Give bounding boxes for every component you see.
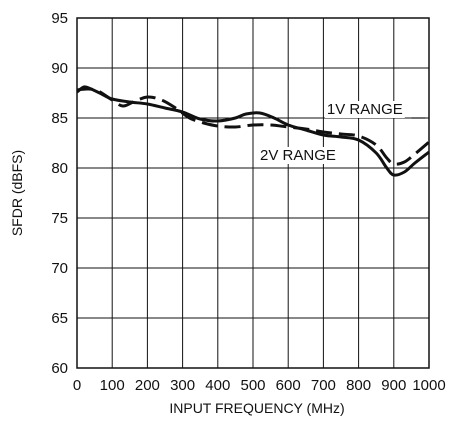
plot-frame [76,17,430,369]
series-line-1v-range [76,87,430,166]
x-tick-label: 200 [135,377,160,394]
label-1v-range: 1V RANGE [327,101,403,118]
x-tick-label: 700 [311,377,336,394]
y-tick-label: 85 [51,110,68,127]
x-tick-label: 100 [100,377,125,394]
x-tick-label: 500 [240,377,265,394]
x-tick-label: 0 [73,377,81,394]
y-tick-label: 65 [51,310,68,327]
y-tick-labels: 60 65 70 75 80 85 90 95 [51,10,68,377]
label-2v-range: 2V RANGE [260,147,336,164]
x-tick-labels: 0 100 200 300 400 500 600 700 800 900 1000 [73,377,446,394]
label-background [324,101,405,118]
y-tick-label: 75 [51,210,68,227]
series-annotations: 1V RANGE 2V RANGE [258,101,426,164]
x-tick-label: 1000 [412,377,445,394]
label-background [258,147,338,164]
x-tick-label: 800 [346,377,371,394]
y-tick-label: 95 [51,10,68,27]
y-tick-label: 80 [51,160,68,177]
y-tick-label: 70 [51,260,68,277]
series-lines [76,85,430,177]
x-axis-title: INPUT FREQUENCY (MHz) [169,400,344,416]
y-tick-label: 60 [51,360,68,377]
x-tick-label: 600 [276,377,301,394]
y-tick-label: 90 [51,60,68,77]
series-line-2v-range [76,85,430,177]
grid [76,17,430,369]
y-axis-title: SFDR (dBFS) [9,150,25,236]
x-tick-label: 900 [381,377,406,394]
x-tick-label: 300 [170,377,195,394]
x-tick-label: 400 [205,377,230,394]
